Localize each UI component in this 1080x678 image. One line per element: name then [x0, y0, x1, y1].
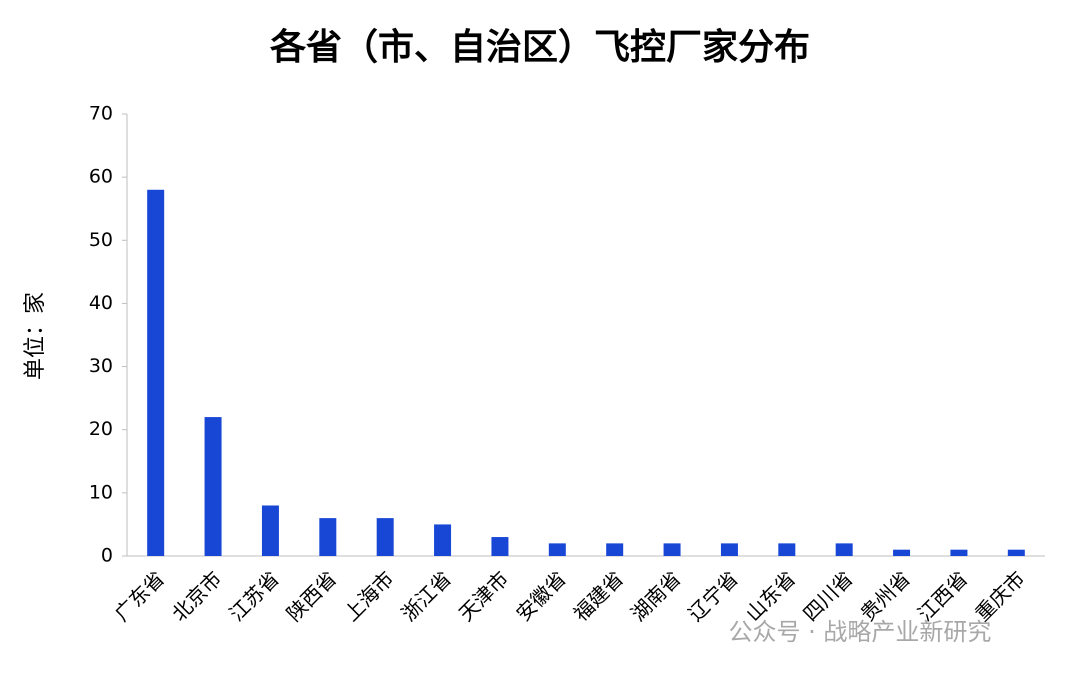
bar — [835, 543, 853, 556]
x-tick-label: 福建省 — [569, 566, 628, 625]
y-tick-label: 0 — [101, 545, 113, 567]
x-tick-label: 北京市 — [167, 566, 226, 625]
chart-title: 各省（市、自治区）飞控厂家分布 — [270, 26, 810, 68]
y-tick-label: 70 — [89, 103, 113, 125]
y-tick-label: 10 — [89, 481, 113, 503]
x-tick-label: 江苏省 — [224, 566, 283, 625]
bar — [204, 417, 222, 556]
x-tick-label: 安徽省 — [511, 566, 570, 625]
x-tick-label: 陕西省 — [282, 566, 341, 625]
bar — [720, 543, 738, 556]
watermark: 公众号 · 战略产业新研究 — [729, 618, 992, 646]
x-tick-label: 辽宁省 — [683, 566, 742, 625]
bar — [606, 543, 624, 556]
y-tick-label: 20 — [89, 418, 113, 440]
bar — [950, 549, 968, 556]
x-tick-label: 广东省 — [110, 566, 169, 625]
y-tick-label: 60 — [89, 166, 113, 188]
x-tick-label: 湖南省 — [626, 566, 685, 625]
x-tick-label: 山东省 — [741, 566, 800, 625]
x-tick-label: 上海市 — [339, 566, 398, 625]
bar — [1007, 549, 1025, 556]
y-tick-label: 30 — [89, 355, 113, 377]
bar — [778, 543, 796, 556]
bar — [147, 189, 165, 556]
bar — [434, 524, 452, 556]
bar — [376, 518, 394, 556]
x-tick-label: 天津市 — [454, 566, 513, 625]
bar — [893, 549, 911, 556]
bar — [491, 537, 509, 556]
x-tick-label: 浙江省 — [397, 566, 456, 625]
y-tick-label: 40 — [89, 292, 113, 314]
x-tick-label: 江西省 — [913, 566, 972, 625]
bar — [548, 543, 566, 556]
x-tick-label: 四川省 — [798, 566, 857, 625]
bar — [319, 518, 337, 556]
y-tick-label: 50 — [89, 229, 113, 251]
bar — [663, 543, 681, 556]
y-axis-label: 单位：家 — [23, 292, 48, 380]
x-tick-label: 重庆市 — [970, 566, 1029, 625]
x-tick-label: 贵州省 — [856, 566, 915, 625]
bar — [261, 505, 279, 556]
